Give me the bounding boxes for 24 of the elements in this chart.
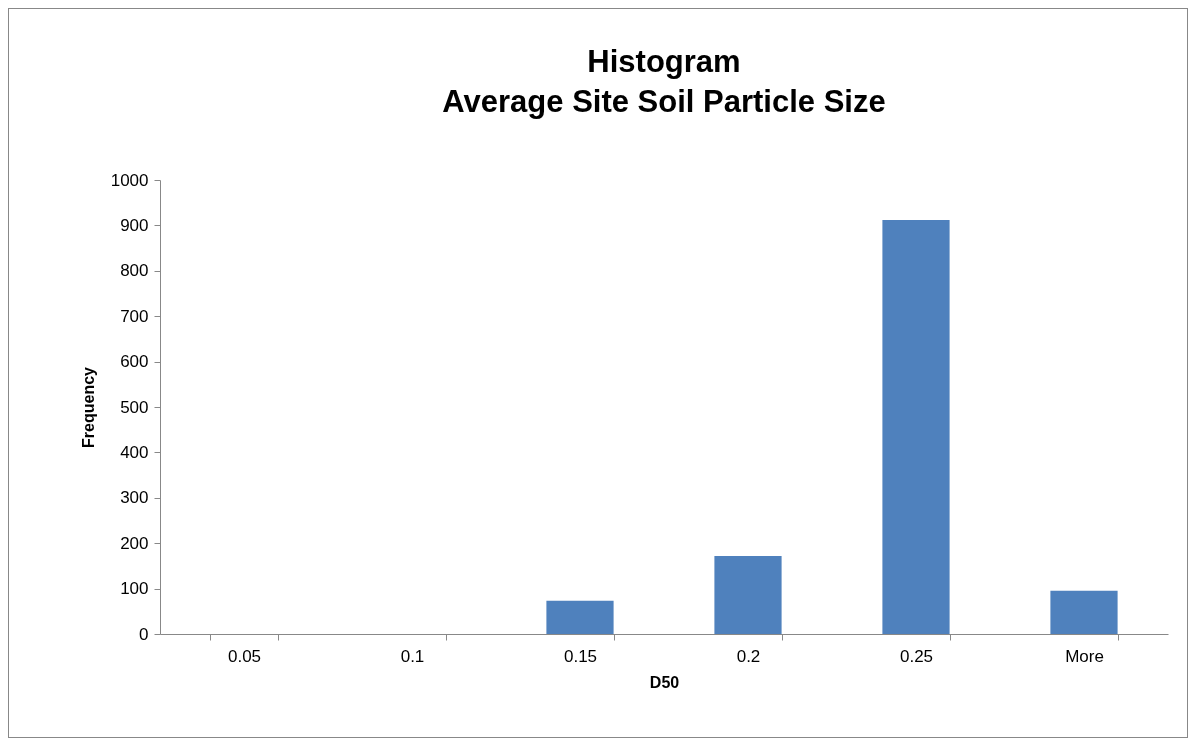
y-tick-label: 0 — [139, 624, 149, 644]
y-tick-label: 200 — [120, 533, 149, 553]
x-tick-label: 0.1 — [400, 646, 425, 666]
bar — [1050, 590, 1118, 634]
y-tick-label: 100 — [120, 579, 149, 599]
y-tick-label: 500 — [120, 397, 149, 417]
bar — [546, 600, 614, 634]
y-tick-label: 900 — [120, 215, 149, 235]
x-tick-label: 0.15 — [563, 646, 598, 666]
bar — [882, 219, 950, 634]
y-tick-label: 800 — [120, 261, 149, 281]
bar — [714, 555, 782, 634]
y-tick-label: 400 — [120, 442, 149, 462]
x-tick-label: More — [1065, 646, 1104, 666]
y-axis-title: Frequency — [79, 366, 97, 448]
y-tick-label: 300 — [120, 488, 149, 508]
chart-title: Histogram Average Site Soil Particle Size — [442, 44, 886, 119]
x-tick-label: 0.2 — [736, 646, 761, 666]
y-tick-label: 600 — [120, 352, 149, 372]
y-tick-label: 1000 — [110, 170, 149, 190]
x-axis-title: D50 — [649, 673, 680, 691]
x-tick-label: 0.05 — [227, 646, 262, 666]
y-tick-label: 700 — [120, 306, 149, 326]
x-tick-label: 0.25 — [899, 646, 934, 666]
